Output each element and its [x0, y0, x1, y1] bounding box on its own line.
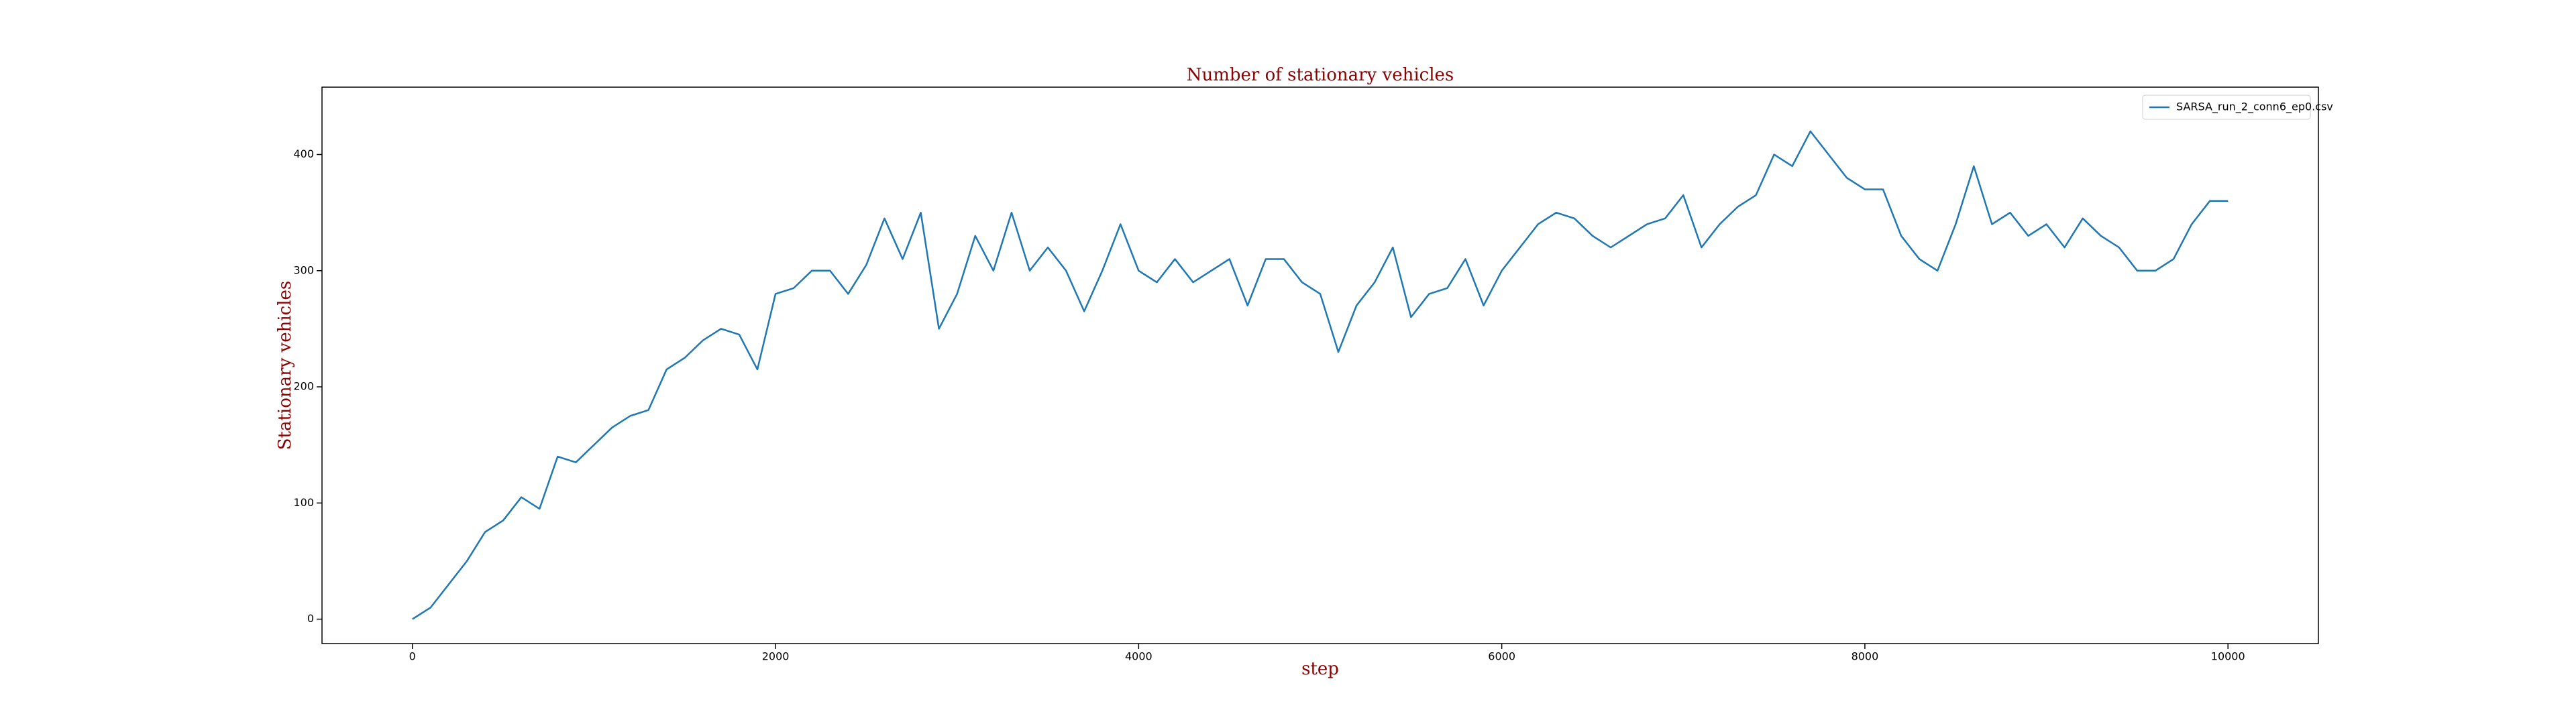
line-series [412, 130, 2229, 620]
x-tick-label: 10000 [2211, 650, 2245, 663]
y-tick-label: 300 [293, 263, 314, 276]
y-tick-label: 200 [293, 380, 314, 393]
legend-box [2142, 95, 2311, 120]
x-tick-label: 2000 [762, 650, 790, 663]
x-tick-label: 8000 [1851, 650, 1879, 663]
x-tick-label: 0 [409, 650, 416, 663]
x-axis-label: step [1301, 659, 1339, 679]
chart-title: Number of stationary vehicles [1187, 65, 1454, 85]
y-tick-label: 100 [293, 496, 314, 509]
x-tick-label: 4000 [1125, 650, 1152, 663]
y-tick-label: 400 [293, 147, 314, 160]
legend-label: SARSA_run_2_conn6_ep0.csv [2176, 101, 2333, 114]
x-tick-label: 6000 [1488, 650, 1515, 663]
plot-area [321, 86, 2319, 644]
y-tick-label: 0 [307, 612, 314, 625]
y-axis-label: Stationary vehicles [275, 281, 295, 450]
